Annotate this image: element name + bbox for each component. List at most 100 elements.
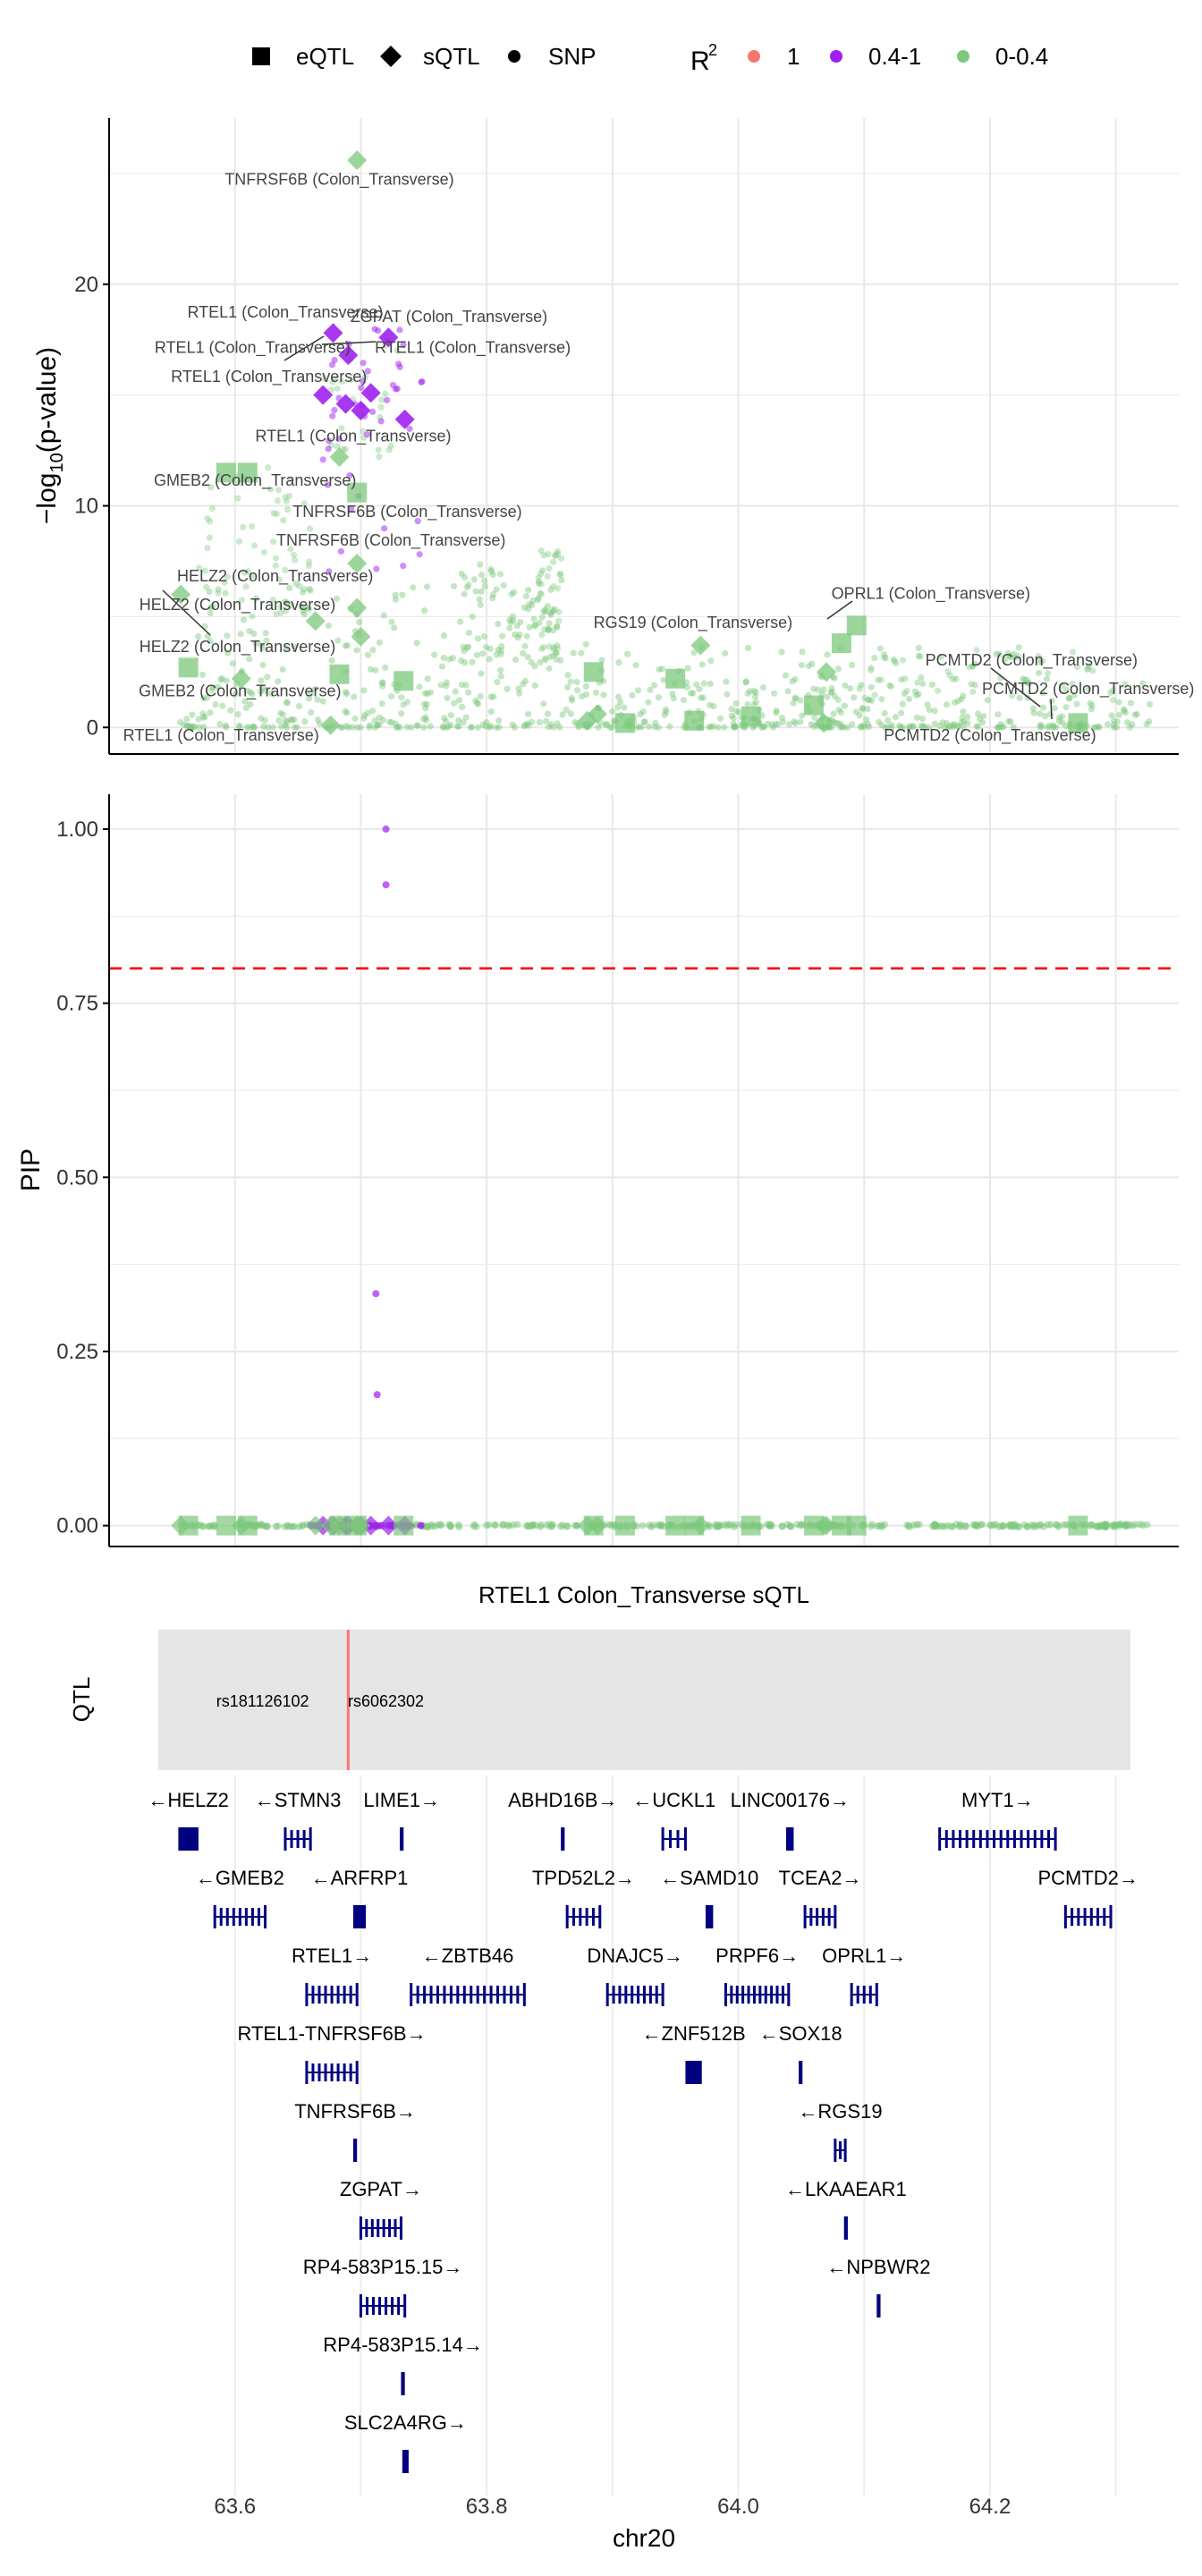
snp-point <box>284 718 291 726</box>
snp-point <box>382 390 389 397</box>
snp-point <box>465 581 472 589</box>
snp-point <box>392 596 400 603</box>
snp-point <box>655 724 662 731</box>
snp-point <box>455 723 462 730</box>
qtl-diamond-point <box>323 323 343 343</box>
gene-exon <box>391 2297 394 2315</box>
pip-zero-point <box>999 1522 1007 1530</box>
snp-point <box>881 651 888 658</box>
snp-point <box>300 500 308 507</box>
snp-point <box>459 703 466 711</box>
snp-point <box>877 676 885 683</box>
gene-exon <box>661 1983 664 2006</box>
snp-point <box>307 587 314 594</box>
snp-point <box>871 691 878 699</box>
snp-point <box>541 625 548 633</box>
pvalue-annotation-label: RGS19 (Colon_Transverse) <box>594 614 792 632</box>
snp-point <box>216 721 224 728</box>
snp-point <box>282 566 289 574</box>
snp-point <box>715 724 722 731</box>
snp-point <box>567 710 574 717</box>
snp-point <box>830 710 837 717</box>
gene-exon <box>496 1986 500 2004</box>
snp-point <box>885 716 892 724</box>
snp-point <box>913 714 921 721</box>
snp-point <box>236 722 243 729</box>
snp-point <box>447 721 454 729</box>
snp-point <box>252 640 259 647</box>
leader-line <box>826 600 853 620</box>
pvalue-annotation-label: TNFRSF6B (Colon_Transverse) <box>292 503 521 521</box>
snp-point <box>542 608 549 615</box>
snp-point <box>1059 719 1066 726</box>
snp-point <box>236 538 243 545</box>
snp-point <box>284 699 292 707</box>
snp-point <box>524 653 531 661</box>
snp-point <box>356 619 363 626</box>
snp-point <box>546 643 553 650</box>
snp-point <box>892 714 900 721</box>
snp-point <box>544 572 551 580</box>
gene-exon <box>305 1983 309 2006</box>
pvalue-annotation-label: GMEB2 (Colon_Transverse) <box>154 471 356 490</box>
snp-point <box>563 706 570 714</box>
snp-point <box>497 650 504 657</box>
snp-point <box>203 694 211 701</box>
snp-point <box>498 642 505 650</box>
snp-point <box>243 687 251 694</box>
snp-point <box>779 718 786 725</box>
snp-point <box>911 688 919 695</box>
snp-point <box>1037 721 1045 729</box>
snp-point <box>837 709 844 716</box>
snp-point <box>517 618 524 626</box>
snp-point <box>260 548 268 556</box>
pip-zero-point <box>261 1522 269 1530</box>
snp-point <box>420 716 427 723</box>
snp-point <box>414 722 421 729</box>
qtl-square-point <box>741 706 761 726</box>
snp-point <box>541 606 548 614</box>
snp-point <box>279 711 286 718</box>
snp-point <box>1069 680 1076 688</box>
snp-point <box>241 569 248 576</box>
pip-zero-point <box>281 1522 289 1530</box>
snp-point <box>778 714 786 722</box>
snp-point <box>545 626 552 633</box>
gene-label: ←GMEB2 <box>196 1867 284 1889</box>
snp-point <box>707 701 714 708</box>
snp-point <box>1106 690 1114 697</box>
gene-exon <box>758 1986 762 2004</box>
snp-point <box>378 680 385 687</box>
snp-point <box>345 724 352 731</box>
snp-point <box>687 690 695 697</box>
gene-exon <box>642 1986 646 2004</box>
snp-point <box>499 632 506 640</box>
snp-point <box>396 724 403 731</box>
snp-point <box>546 724 553 731</box>
pip-y-tick-label: 1.00 <box>56 818 98 842</box>
snp-point <box>666 723 673 730</box>
snp-point <box>386 718 394 725</box>
snp-point <box>549 606 556 613</box>
snp-point <box>1007 718 1014 725</box>
gene-exon <box>1006 1830 1010 1848</box>
snp-point <box>546 665 553 672</box>
snp-point <box>394 723 402 731</box>
pip-y-tick-label: 0.25 <box>56 1340 98 1364</box>
snp-point <box>237 631 244 638</box>
qtl-square-point <box>803 1515 824 1536</box>
snp-point <box>868 666 875 674</box>
gene-label: ←ZNF512B <box>642 2022 746 2045</box>
snp-point <box>283 699 290 707</box>
snp-point <box>1038 723 1045 730</box>
gene-body <box>705 1905 714 1928</box>
snp-point <box>582 682 590 691</box>
gene-exon <box>624 1986 628 2004</box>
legend-label-sqtl: sQTL <box>423 43 480 70</box>
snp-point <box>915 652 922 660</box>
gene-exon <box>747 1986 750 2004</box>
gene-exon <box>735 1986 739 2004</box>
qtl-diamond-point <box>814 1515 834 1536</box>
qtl-square-point <box>684 710 705 731</box>
snp-point <box>866 724 873 731</box>
